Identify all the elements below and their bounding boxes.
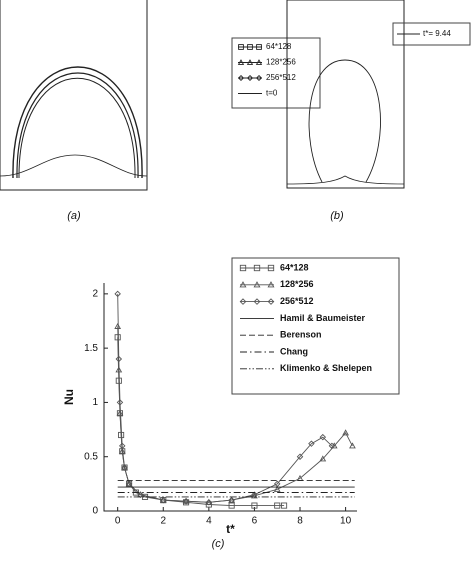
x-axis-label: t* xyxy=(226,522,235,536)
marker xyxy=(273,480,281,488)
marker xyxy=(118,442,126,450)
marker xyxy=(239,264,247,272)
x-tick-label: 2 xyxy=(160,516,166,527)
marker xyxy=(253,264,261,272)
marker xyxy=(267,281,275,288)
interface-64 xyxy=(12,66,143,179)
panel-a xyxy=(0,0,321,191)
marker xyxy=(182,497,190,505)
marker xyxy=(349,442,356,449)
marker xyxy=(296,453,304,460)
marker xyxy=(115,355,123,363)
marker xyxy=(247,44,253,50)
marker xyxy=(330,442,338,449)
marker xyxy=(246,59,254,65)
marker xyxy=(255,74,263,82)
y-tick-label: 0 xyxy=(92,506,98,517)
legend-label: t*= 9.44 xyxy=(423,29,451,38)
y-tick-label: 1.5 xyxy=(84,343,98,354)
marker xyxy=(239,298,247,305)
caption: (c) xyxy=(212,538,225,550)
x-tick-label: 8 xyxy=(297,516,303,527)
marker xyxy=(319,455,327,462)
marker xyxy=(160,496,167,504)
legend-label: Chang xyxy=(280,346,308,356)
legend-label: Hamil & Baumeister xyxy=(280,313,366,323)
marker xyxy=(251,491,258,498)
marker xyxy=(273,485,281,492)
frame xyxy=(286,0,405,189)
interface-256 xyxy=(18,77,136,179)
y-tick-label: 2 xyxy=(92,288,98,299)
marker xyxy=(238,44,244,50)
marker xyxy=(205,499,213,506)
caption: (b) xyxy=(330,210,344,222)
legend-box xyxy=(231,37,321,109)
legend-label: 256*512 xyxy=(266,73,296,82)
marker xyxy=(253,298,261,305)
marker xyxy=(256,44,262,50)
interface xyxy=(308,59,381,183)
marker xyxy=(237,74,245,82)
x-tick-label: 6 xyxy=(252,516,258,527)
y-axis-label: Nu xyxy=(62,389,76,405)
legend-label: Klimenko & Shelepen xyxy=(280,363,372,373)
legend-label: 128*256 xyxy=(266,58,296,67)
marker xyxy=(183,499,190,506)
marker xyxy=(281,502,288,509)
legend-label: 256*512 xyxy=(280,296,314,306)
marker xyxy=(274,502,281,509)
marker xyxy=(251,502,258,509)
marker xyxy=(319,433,327,441)
legend-label: 128*256 xyxy=(280,279,314,289)
marker xyxy=(121,464,128,471)
marker xyxy=(255,59,263,65)
marker xyxy=(328,442,336,450)
marker xyxy=(116,399,124,406)
marker xyxy=(308,440,315,447)
series-line xyxy=(117,293,333,503)
caption: (a) xyxy=(67,210,81,222)
y-tick-label: 0.5 xyxy=(84,451,98,462)
marker xyxy=(267,298,275,305)
x-tick-label: 0 xyxy=(115,516,121,527)
marker xyxy=(342,429,349,436)
panel-b xyxy=(286,0,471,189)
legend-label: 64*128 xyxy=(280,262,309,272)
legend-box xyxy=(392,22,471,46)
legend-box xyxy=(231,257,400,395)
legend-label: t=0 xyxy=(266,89,278,98)
frame xyxy=(0,0,148,191)
marker xyxy=(116,409,124,416)
x-tick-label: 10 xyxy=(340,516,352,527)
x-tick-label: 4 xyxy=(206,516,212,527)
marker xyxy=(125,480,133,488)
marker xyxy=(237,59,245,65)
marker xyxy=(239,281,247,288)
y-tick-label: 1 xyxy=(92,397,98,408)
marker xyxy=(267,264,275,272)
interface-128 xyxy=(16,72,139,179)
legend-label: 64*128 xyxy=(266,42,292,51)
marker xyxy=(118,447,126,454)
marker xyxy=(246,74,254,82)
series-line xyxy=(117,326,353,503)
initial-interface xyxy=(0,154,148,177)
marker xyxy=(228,496,235,504)
marker xyxy=(253,281,261,288)
legend-label: Berenson xyxy=(280,330,322,340)
marker xyxy=(114,322,122,329)
marker xyxy=(114,290,121,298)
film xyxy=(286,175,405,185)
